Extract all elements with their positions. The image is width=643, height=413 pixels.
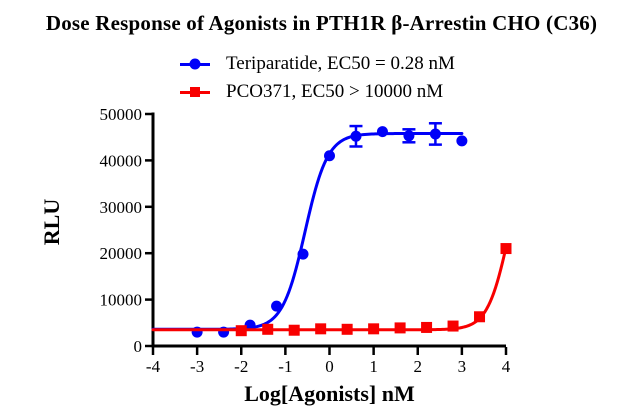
data-point-circle (297, 248, 309, 260)
data-point-circle (456, 135, 468, 147)
chart-title: Dose Response of Agonists in PTH1R β-Arr… (45, 11, 598, 35)
legend-label-teriparatide: Teriparatide, EC50 = 0.28 nM (226, 53, 455, 74)
data-point-square (262, 323, 274, 335)
data-point-circle (403, 130, 415, 142)
data-point-circle (244, 319, 256, 331)
legend-item-teriparatide: Teriparatide, EC50 = 0.28 nM (180, 50, 455, 78)
y-tick-label: 20000 (100, 244, 143, 263)
legend: Teriparatide, EC50 = 0.28 nM PCO371, EC5… (180, 50, 455, 106)
square-marker-icon (190, 87, 200, 97)
x-tick-label: -1 (278, 357, 292, 376)
x-tick-label: 2 (414, 357, 423, 376)
circle-marker-icon (189, 58, 201, 70)
y-tick-label: 50000 (100, 105, 143, 124)
x-tick-label: 1 (369, 357, 378, 376)
data-point-square (394, 322, 406, 334)
pco371-fit-curve (151, 245, 508, 332)
data-point-square (368, 323, 380, 335)
y-tick-label: 30000 (100, 198, 143, 217)
x-axis-title: Log[Agonists] nM (244, 381, 415, 406)
teriparatide-fit-curve (151, 131, 464, 331)
data-point-square (500, 243, 512, 255)
legend-item-pco371: PCO371, EC50 > 10000 nM (180, 78, 455, 106)
data-point-square (288, 324, 300, 336)
y-axis-title: RLU (39, 198, 64, 246)
data-point-circle (350, 130, 362, 142)
data-point-circle (191, 326, 203, 338)
data-point-square (341, 323, 353, 335)
x-tick-label: -4 (146, 357, 161, 376)
data-point-square (474, 311, 486, 323)
data-point-circle (218, 326, 230, 338)
data-point-circle (324, 150, 335, 162)
data-point-square (447, 320, 459, 332)
data-point-square (315, 323, 327, 335)
x-tick-label: 4 (502, 357, 511, 376)
data-point-circle (376, 126, 388, 138)
data-point-circle (271, 300, 283, 312)
legend-label-pco371: PCO371, EC50 > 10000 nM (226, 81, 444, 102)
data-point-square (421, 321, 433, 333)
x-tick-label: -3 (190, 357, 204, 376)
y-tick-label: 40000 (100, 151, 143, 170)
x-tick-label: -2 (234, 357, 248, 376)
x-tick-label: 3 (458, 357, 467, 376)
data-point-circle (429, 128, 441, 140)
data-point-square (235, 325, 247, 337)
teriparatide-line-circle-icon (180, 58, 210, 70)
y-tick-label: 10000 (100, 291, 143, 310)
x-tick-label: 0 (325, 357, 334, 376)
y-tick-label: 0 (134, 337, 143, 356)
pco371-line-square-icon (180, 87, 210, 97)
